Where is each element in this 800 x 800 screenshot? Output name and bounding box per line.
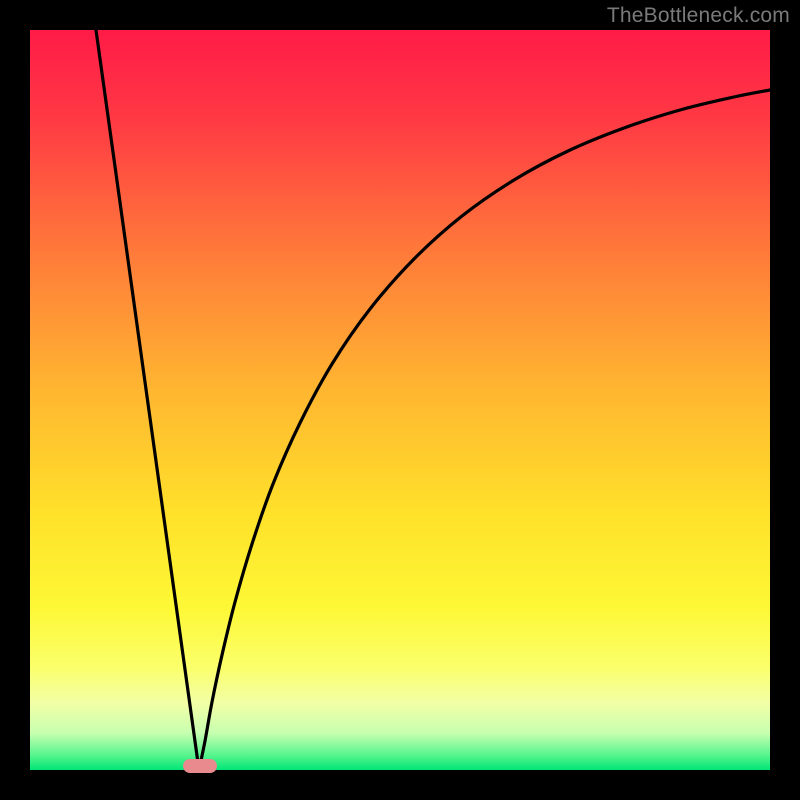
- plot-area: [30, 30, 770, 770]
- curve-left-segment: [96, 30, 199, 770]
- curve-right-segment: [199, 90, 770, 770]
- watermark-text: TheBottleneck.com: [607, 4, 790, 28]
- curve-layer: [30, 30, 770, 770]
- chart-frame: TheBottleneck.com: [0, 0, 800, 800]
- minimum-marker: [183, 759, 217, 773]
